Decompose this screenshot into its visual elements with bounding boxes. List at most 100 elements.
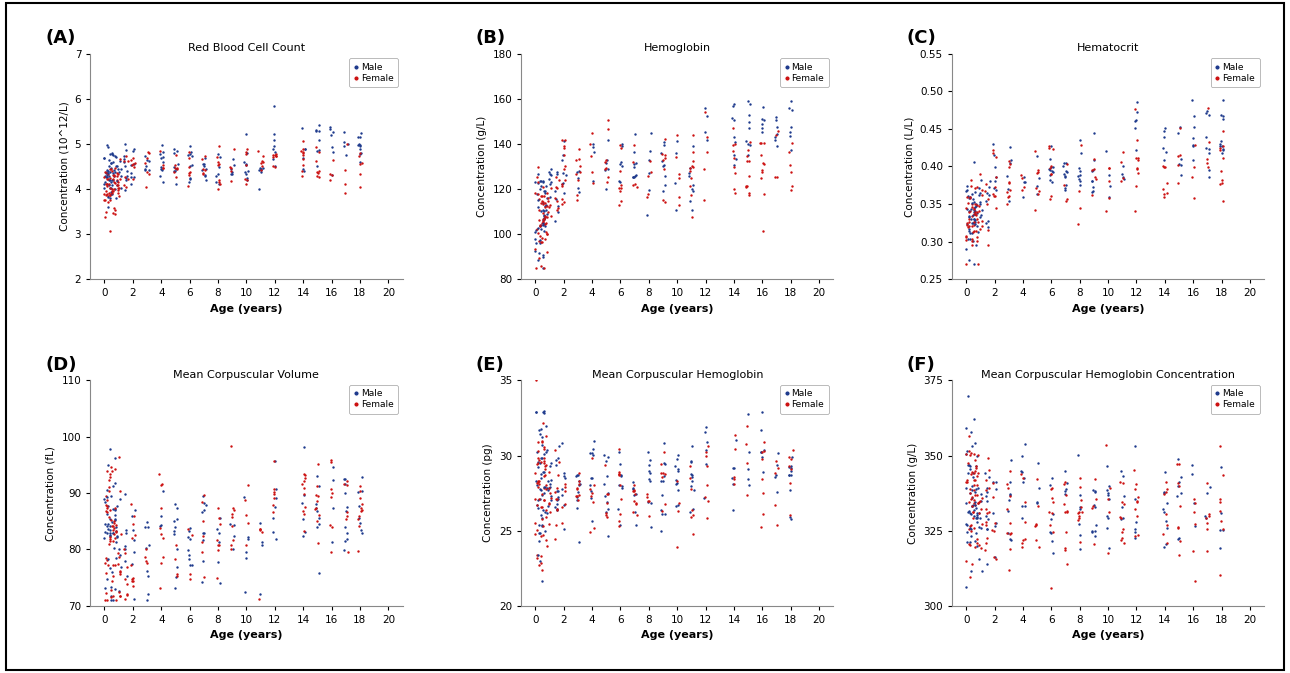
Point <box>1069 203 1090 214</box>
Point <box>103 174 124 184</box>
Point <box>973 185 993 196</box>
Point <box>1029 483 1050 493</box>
Point <box>969 553 989 564</box>
Point <box>998 495 1019 505</box>
Point <box>739 117 760 128</box>
Point <box>597 503 618 514</box>
Point <box>599 452 619 462</box>
Point <box>970 199 991 209</box>
Point <box>223 520 244 530</box>
Point <box>1000 491 1020 502</box>
Point <box>1040 174 1060 185</box>
Point <box>530 556 551 567</box>
Point <box>637 491 658 502</box>
Point <box>97 197 117 207</box>
Point <box>322 127 343 138</box>
Point <box>680 456 700 467</box>
Point <box>115 547 135 558</box>
Point <box>102 566 123 577</box>
Point <box>765 499 786 510</box>
Point <box>306 490 326 501</box>
Point <box>986 554 1006 565</box>
Point <box>969 540 989 551</box>
Point <box>124 530 144 540</box>
Point <box>623 180 644 190</box>
Point <box>697 513 717 524</box>
Point <box>956 244 977 254</box>
Point <box>106 527 126 538</box>
Point <box>997 199 1018 209</box>
Point <box>1182 469 1202 480</box>
Point <box>97 588 117 598</box>
Point <box>95 178 116 189</box>
Point <box>534 444 555 454</box>
Point <box>194 571 214 582</box>
Point <box>335 188 356 199</box>
Point <box>1153 507 1174 518</box>
Point <box>1170 160 1191 171</box>
Point <box>101 590 121 601</box>
Point <box>965 199 986 210</box>
Point <box>1011 466 1032 477</box>
Point <box>533 252 553 262</box>
Point <box>179 573 200 584</box>
Point <box>998 190 1019 201</box>
Point <box>348 501 369 512</box>
Point <box>1038 143 1059 154</box>
Point <box>103 186 124 197</box>
Point <box>111 528 132 539</box>
Point <box>1096 523 1117 534</box>
Point <box>609 468 630 479</box>
Point <box>697 147 717 157</box>
Point <box>535 201 556 211</box>
Point <box>233 492 254 503</box>
Point <box>178 149 199 160</box>
Point <box>531 557 552 568</box>
Point <box>178 168 199 178</box>
Point <box>534 262 555 273</box>
Point <box>195 151 215 162</box>
Point <box>998 162 1019 173</box>
Point <box>1111 466 1131 476</box>
Point <box>1169 481 1189 491</box>
Point <box>533 198 553 209</box>
Point <box>966 540 987 551</box>
Point <box>139 169 160 180</box>
Point <box>206 151 227 162</box>
Point <box>124 157 144 168</box>
Point <box>249 594 270 604</box>
Point <box>957 234 978 244</box>
Point <box>1198 148 1219 159</box>
Point <box>1200 171 1220 182</box>
Point <box>978 221 998 232</box>
Point <box>528 495 548 506</box>
Point <box>530 458 551 469</box>
Point <box>102 521 123 532</box>
Point <box>121 499 142 509</box>
Point <box>956 230 977 241</box>
Point <box>968 468 988 479</box>
Point <box>533 417 553 428</box>
X-axis label: Age (years): Age (years) <box>1072 304 1144 314</box>
Point <box>192 516 213 527</box>
Point <box>535 201 556 212</box>
Point <box>970 197 991 207</box>
Point <box>192 164 213 174</box>
Point <box>779 103 800 114</box>
Point <box>104 509 125 520</box>
Point <box>1041 166 1062 176</box>
Point <box>1210 166 1231 176</box>
Point <box>1113 512 1134 523</box>
Point <box>555 136 575 147</box>
Point <box>1081 189 1102 200</box>
Point <box>724 463 744 474</box>
Point <box>654 446 675 457</box>
Point <box>306 499 326 509</box>
Point <box>104 505 125 516</box>
Point <box>965 240 986 250</box>
Point <box>1000 196 1020 207</box>
Point <box>1069 176 1090 186</box>
Point <box>294 143 315 154</box>
Point <box>194 160 214 171</box>
Point <box>530 509 551 520</box>
